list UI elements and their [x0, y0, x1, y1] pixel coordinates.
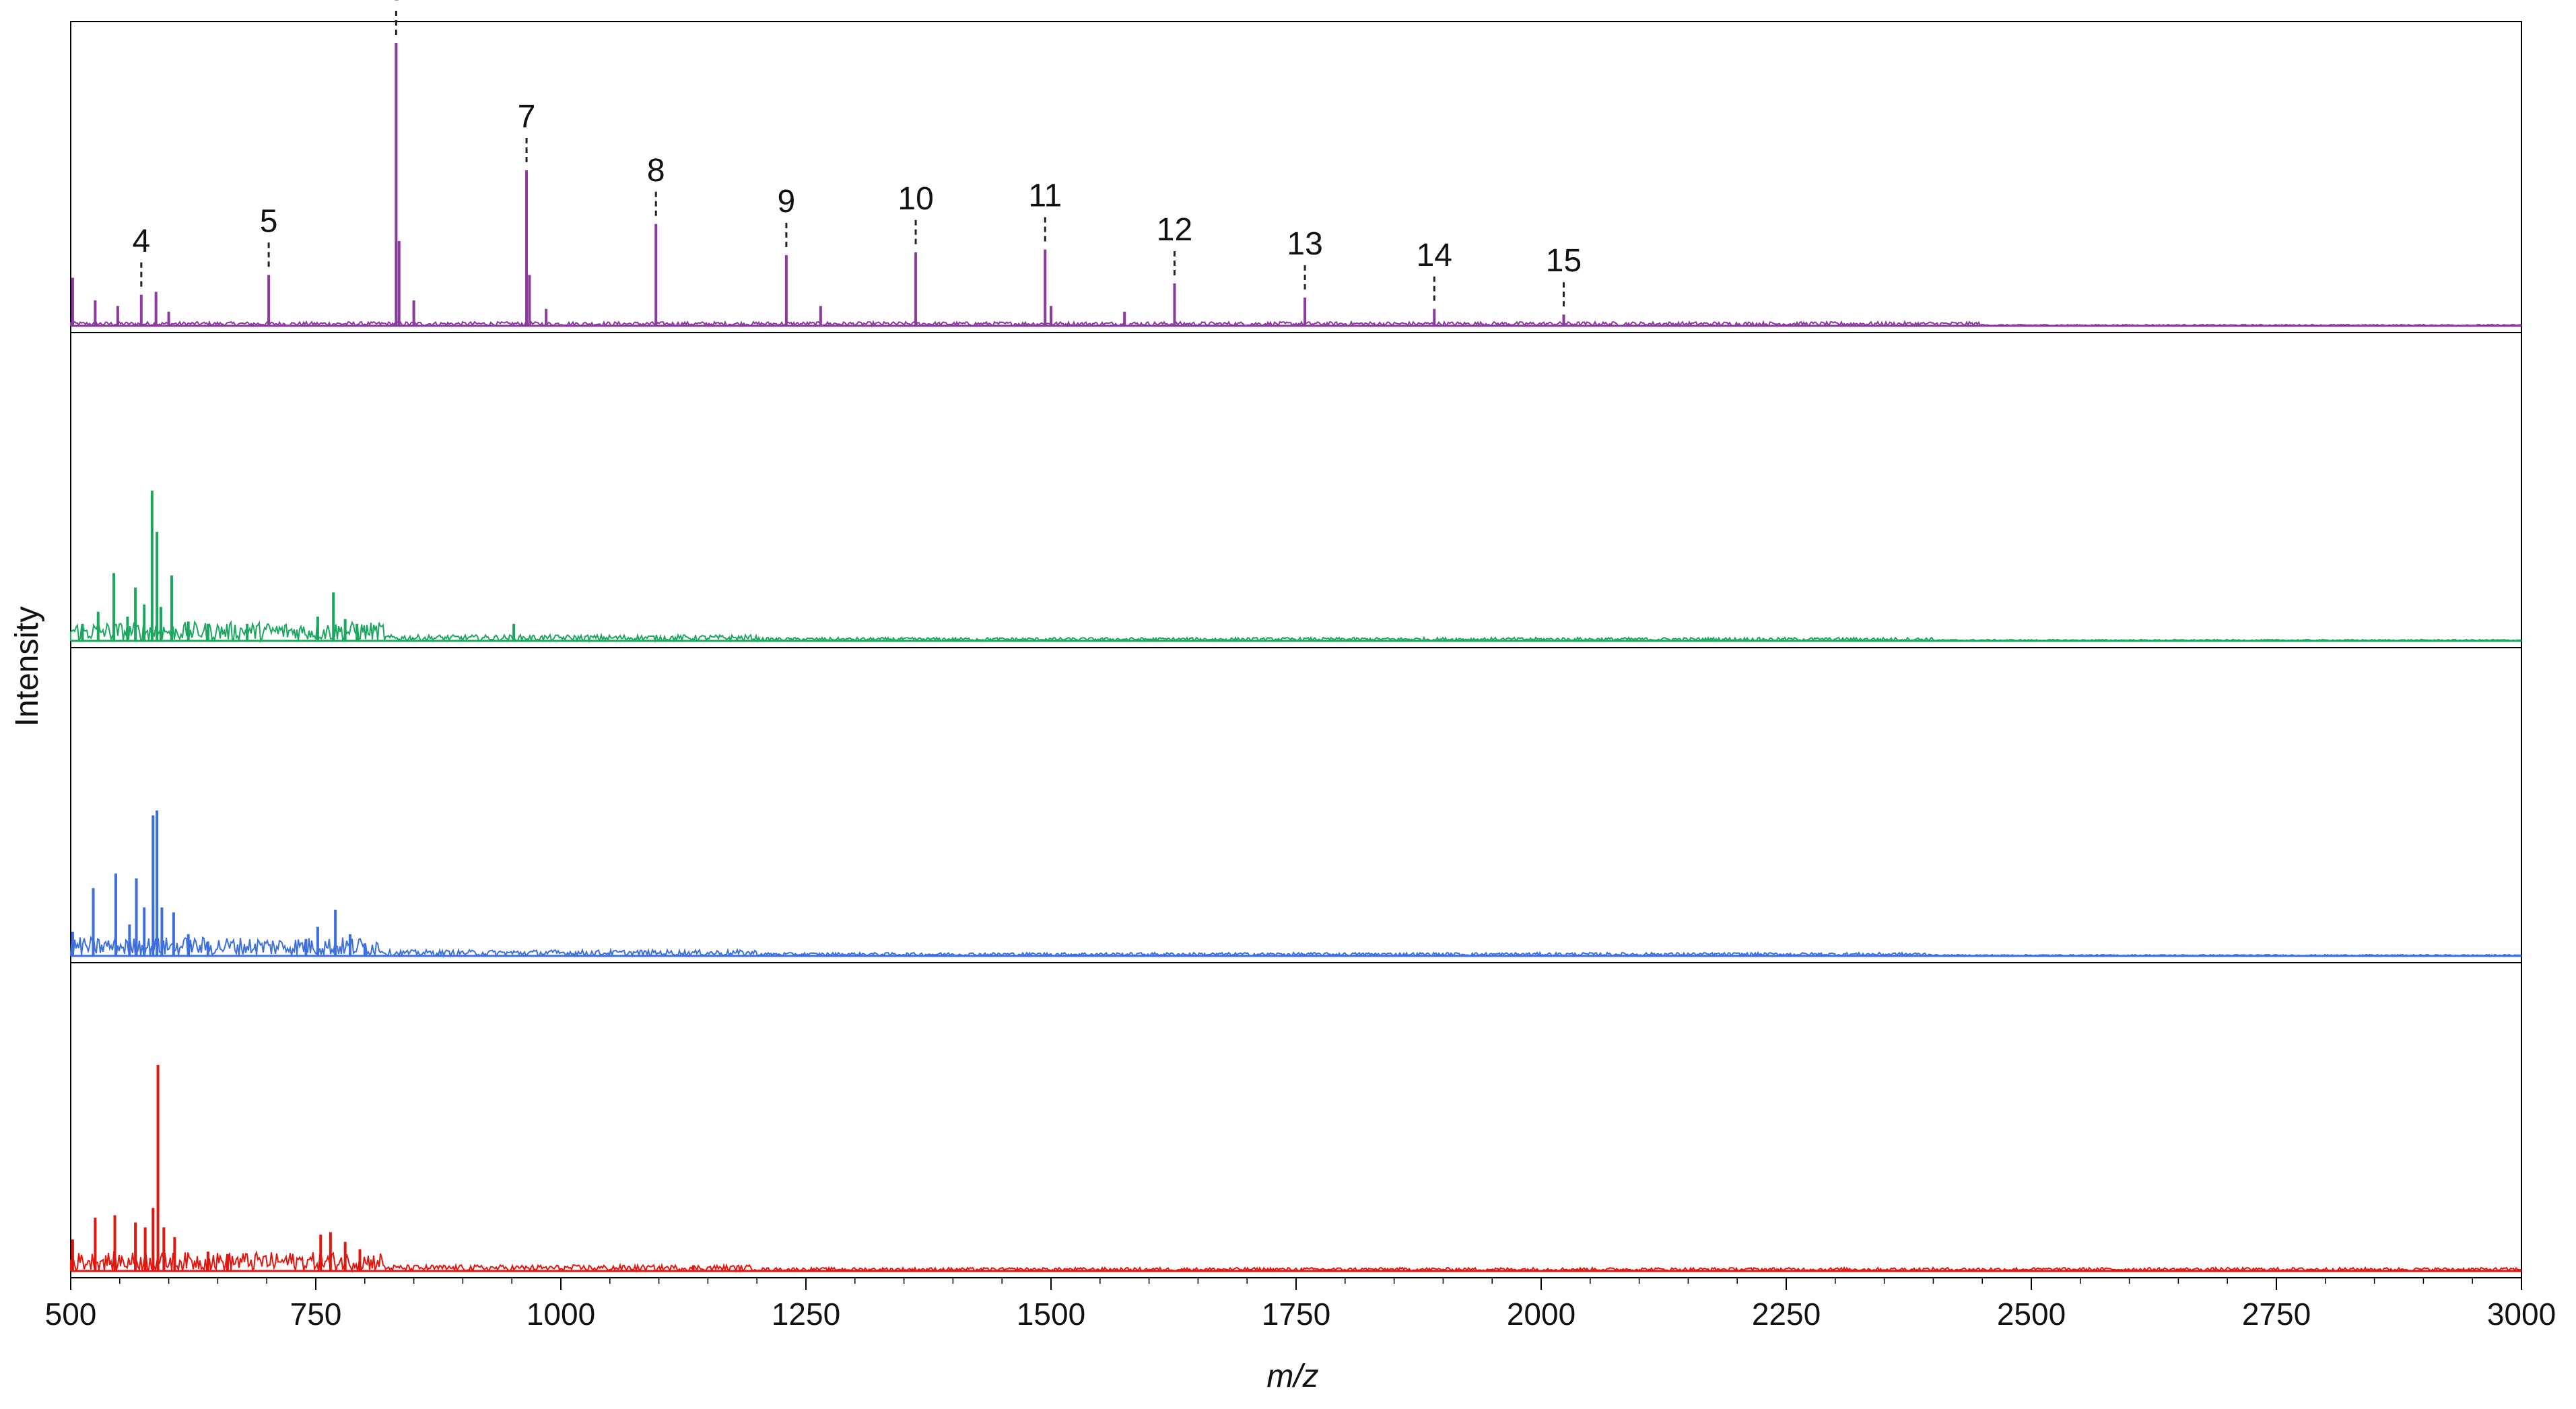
peak-label: 4 — [132, 224, 150, 259]
spectrum-panel-1 — [70, 21, 2522, 333]
spectrum-noise-trace — [70, 935, 2522, 959]
x-tick-label: 500 — [45, 1297, 97, 1332]
x-tick-label: 3000 — [2487, 1297, 2556, 1332]
spectrum-noise-trace — [70, 1250, 2522, 1274]
peak-label: 11 — [1028, 178, 1062, 214]
y-axis-title: Intensity — [9, 607, 45, 727]
peak-label: 10 — [897, 181, 933, 217]
x-tick-label: 1250 — [772, 1297, 840, 1332]
peak-label: 6 — [387, 0, 405, 7]
panel-frame — [70, 962, 2522, 1278]
x-tick-label: 1000 — [527, 1297, 595, 1332]
peak-labels: 4 5 6 7 8 9 10 11 12 13 14 15 — [132, 0, 1582, 307]
x-tick-label: 2000 — [1507, 1297, 1575, 1332]
peak-label: 5 — [260, 203, 278, 239]
peak-label: 12 — [1157, 212, 1192, 248]
x-axis-title: m/z — [1266, 1359, 1318, 1394]
peak-label: 7 — [518, 99, 536, 135]
spectra-panels — [70, 21, 2522, 1278]
x-tick-label: 2500 — [1997, 1297, 2066, 1332]
peak-label: 14 — [1417, 238, 1452, 273]
peak-label: 15 — [1546, 243, 1582, 279]
spectrum-panel-2 — [70, 332, 2522, 648]
spectrum-noise-trace — [70, 619, 2522, 644]
x-tick-label: 1500 — [1017, 1297, 1085, 1332]
spectrum-panel-4 — [70, 962, 2522, 1278]
x-tick-label: 750 — [290, 1297, 342, 1332]
x-axis: 500 750 1000 1250 1500 1750 2000 2250 2500 2750 30… — [45, 1278, 2556, 1332]
panel-frame — [70, 647, 2522, 963]
x-tick-label: 2250 — [1752, 1297, 1821, 1332]
peak-label: 8 — [647, 153, 665, 188]
spectrum-panel-3 — [70, 647, 2522, 963]
peak-label: 9 — [778, 184, 796, 219]
x-tick-label: 1750 — [1262, 1297, 1330, 1332]
panel-frame — [70, 332, 2522, 648]
x-tick-label: 2750 — [2242, 1297, 2311, 1332]
panel-frame — [70, 21, 2522, 333]
peak-label: 13 — [1287, 226, 1322, 262]
